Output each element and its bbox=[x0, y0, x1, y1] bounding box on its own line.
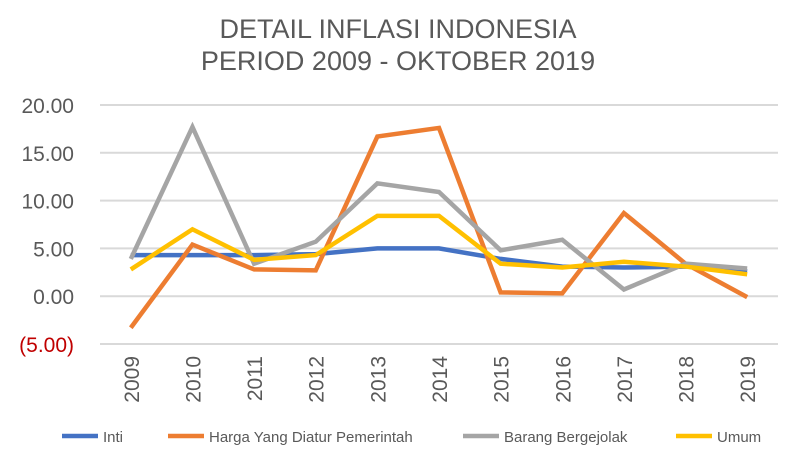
series-line-barang-bergejolak bbox=[128, 121, 748, 293]
y-tick-label: 0.00 bbox=[33, 286, 74, 309]
y-tick-label: 5.00 bbox=[33, 238, 74, 261]
y-tick-label: (5.00) bbox=[19, 334, 74, 357]
x-tick-label: 2017 bbox=[614, 356, 637, 403]
y-tick-label: 15.00 bbox=[21, 143, 74, 166]
x-tick-label: 2016 bbox=[552, 356, 575, 403]
x-tick-label: 2010 bbox=[182, 356, 205, 403]
legend-label: Barang Bergejolak bbox=[504, 429, 628, 446]
legend-label: Harga Yang Diatur Pemerintah bbox=[209, 429, 413, 446]
legend-label: Umum bbox=[717, 429, 761, 446]
x-tick-label: 2013 bbox=[367, 356, 390, 403]
chart-title-line-2: PERIOD 2009 - OKTOBER 2019 bbox=[200, 46, 596, 76]
x-tick-label: 2015 bbox=[491, 356, 514, 403]
y-tick-label: 10.00 bbox=[21, 191, 74, 214]
legend-label: Inti bbox=[103, 429, 123, 446]
series-line-harga-yang-diatur-pemerintah bbox=[129, 125, 749, 330]
x-tick-label: 2019 bbox=[737, 356, 760, 403]
chart-title-line-1: DETAIL INFLASI INDONESIA bbox=[219, 14, 577, 44]
series-line-inti bbox=[130, 246, 748, 274]
x-tick-label: 2012 bbox=[306, 356, 329, 403]
series-line-umum bbox=[129, 213, 748, 277]
x-tick-label: 2018 bbox=[676, 356, 699, 403]
y-tick-label: 20.00 bbox=[21, 95, 74, 118]
x-tick-label: 2009 bbox=[121, 356, 144, 403]
x-tick-label: 2014 bbox=[429, 356, 452, 403]
x-tick-label: 2011 bbox=[244, 356, 267, 401]
